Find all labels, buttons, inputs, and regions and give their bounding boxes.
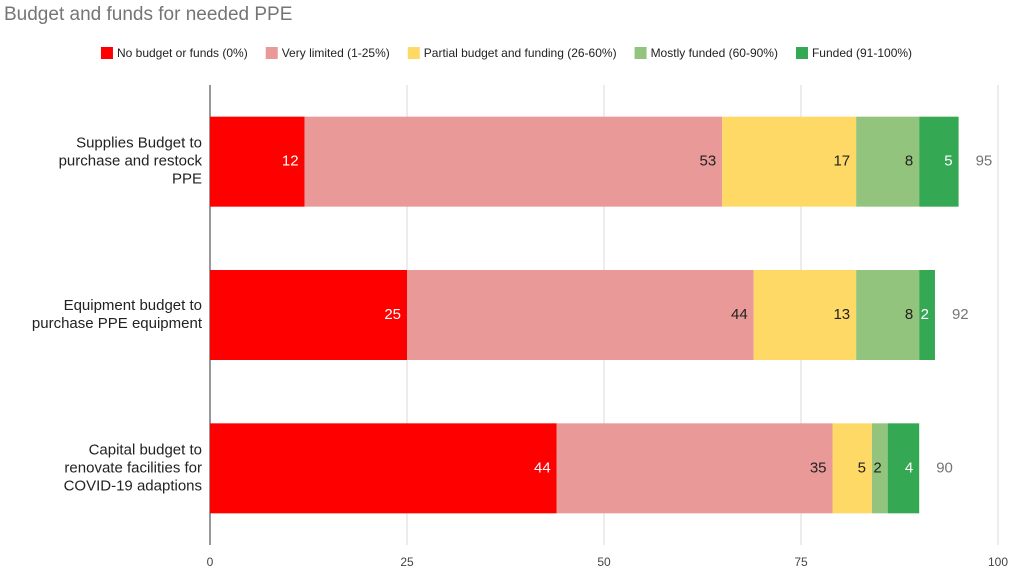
bar-segment [871, 423, 888, 514]
total-label: 92 [952, 306, 969, 323]
legend-label: Mostly funded (60-90%) [651, 46, 778, 60]
total-label: 95 [976, 153, 993, 170]
data-label: 2 [921, 306, 929, 323]
bar-segment [210, 116, 305, 207]
data-label: 17 [833, 153, 850, 170]
bar-segment [856, 116, 920, 207]
x-tick-label: 50 [597, 555, 611, 569]
data-label: 12 [282, 153, 299, 170]
x-tick-label: 0 [207, 555, 214, 569]
y-tick-label: Supplies Budget to [76, 135, 202, 152]
x-tick-label: 100 [988, 555, 1008, 569]
data-label: 5 [944, 153, 952, 170]
legend-swatch [265, 47, 278, 59]
data-label: 44 [534, 459, 551, 476]
data-label: 4 [905, 459, 913, 476]
data-label: 8 [905, 306, 913, 323]
chart-title: Budget and funds for needed PPE [4, 4, 292, 25]
bar-segment [919, 116, 959, 207]
total-label: 90 [936, 459, 953, 476]
x-tick-label: 25 [400, 555, 414, 569]
data-label: 13 [833, 306, 850, 323]
bar-segment [210, 423, 557, 514]
legend-label: Very limited (1-25%) [282, 46, 390, 60]
y-tick-label: Equipment budget to [64, 297, 202, 314]
bar-segment [832, 423, 872, 514]
legend-label: Partial budget and funding (26-60%) [424, 46, 617, 60]
x-tick-label: 75 [794, 555, 808, 569]
legend-swatch [407, 47, 420, 59]
bar-segment [210, 270, 407, 360]
bar-segment [556, 423, 833, 514]
data-label: 44 [731, 306, 748, 323]
bar-segment [407, 270, 754, 360]
data-label: 8 [905, 153, 913, 170]
y-tick-label: COVID-19 adaptions [64, 477, 202, 494]
y-tick-label: renovate facilities for [64, 459, 202, 476]
bar-segment [887, 423, 920, 514]
y-tick-label: purchase PPE equipment [32, 315, 203, 332]
legend-swatch [795, 47, 808, 59]
bar-segment [304, 116, 723, 207]
bar-segment [856, 270, 920, 360]
data-label: 35 [810, 459, 827, 476]
bar-segment [753, 270, 857, 360]
y-tick-label: PPE [172, 171, 202, 188]
y-tick-label: Capital budget to [89, 441, 202, 458]
y-tick-label: purchase and restock [59, 153, 203, 170]
data-label: 5 [858, 459, 866, 476]
legend-label: No budget or funds (0%) [117, 46, 248, 60]
bar-segment [722, 116, 857, 207]
legend-swatch [100, 47, 113, 59]
bar-segment [919, 270, 935, 360]
legend-swatch [634, 47, 647, 59]
legend-label: Funded (91-100%) [812, 46, 912, 60]
data-label: 53 [700, 153, 717, 170]
data-label: 25 [384, 306, 401, 323]
data-label: 2 [873, 459, 881, 476]
